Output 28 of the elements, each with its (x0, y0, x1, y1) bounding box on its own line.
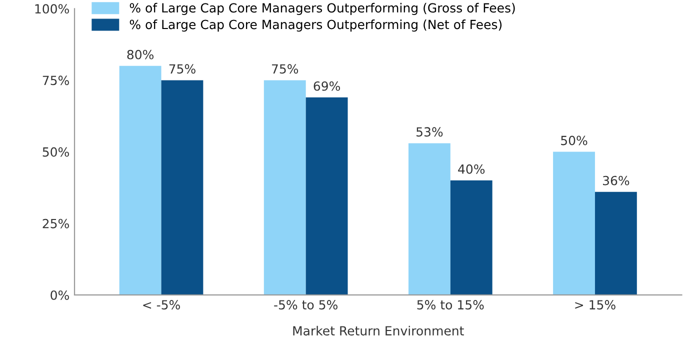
data-label: 53% (416, 127, 443, 137)
x-axis-title: Market Return Environment (293, 326, 464, 336)
bar (594, 192, 637, 295)
x-tick-label: > 15% (575, 300, 616, 310)
x-tick-label: < -5% (143, 300, 180, 310)
bar (306, 97, 348, 295)
y-tick-label: 75% (42, 76, 69, 86)
y-tick-label: 100% (35, 4, 69, 14)
bar (450, 180, 492, 295)
data-label: 36% (603, 176, 630, 186)
data-label: 80% (127, 50, 154, 60)
y-tick-label: 0% (50, 290, 69, 300)
legend-label: % of Large Cap Core Managers Outperforming (Net of Fees) (130, 20, 502, 32)
bar (408, 143, 450, 295)
data-label: 69% (314, 81, 340, 91)
data-label: 75% (272, 64, 298, 74)
data-label: 75% (169, 64, 196, 74)
data-label: 40% (458, 164, 485, 174)
data-label: 50% (561, 136, 588, 146)
bar (553, 152, 595, 295)
y-tick-label: 25% (42, 218, 69, 228)
bar (264, 80, 306, 295)
x-tick-label: -5% to 5% (274, 300, 338, 310)
bar (119, 66, 162, 295)
x-tick-label: 5% to 15% (417, 300, 484, 310)
bar (161, 80, 204, 295)
y-tick-label: 50% (42, 147, 69, 157)
legend-label: % of Large Cap Core Managers Outperforming (Gross of Fees) (130, 2, 515, 16)
